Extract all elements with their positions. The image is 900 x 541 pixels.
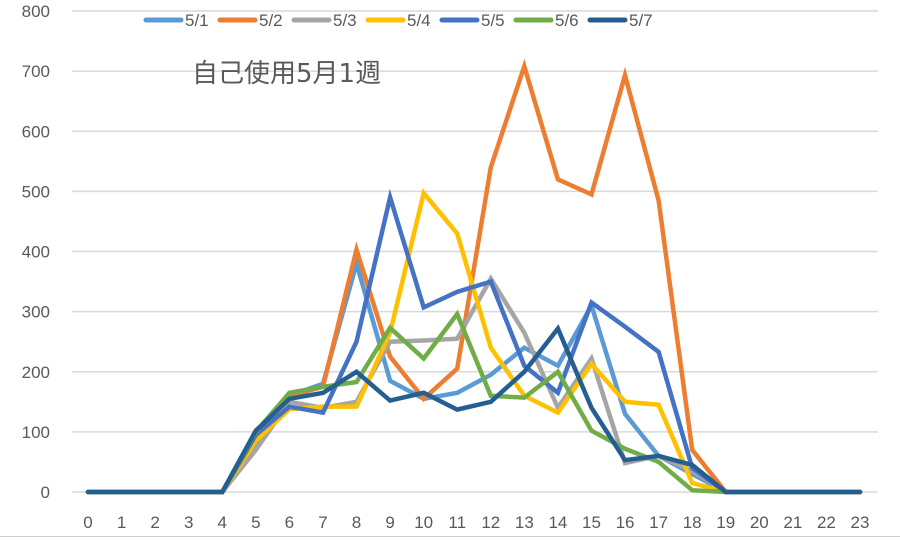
y-tick-label: 100 (22, 423, 50, 442)
data-series (85, 58, 863, 495)
x-tick-label: 18 (683, 513, 702, 532)
y-tick-label: 300 (22, 303, 50, 322)
x-tick-label: 13 (515, 513, 534, 532)
x-tick-label: 0 (83, 513, 92, 532)
x-tick-label: 9 (385, 513, 394, 532)
legend-label: 5/1 (185, 11, 209, 30)
legend-label: 5/4 (407, 11, 431, 30)
x-axis-ticks: 0 1 2 3 4 5 6 7 8 9 10 11 12 13 14 15 16 17 18 19 20 21 22 23 (83, 513, 869, 532)
y-tick-label: 700 (22, 62, 50, 81)
x-tick-label: 3 (184, 513, 193, 532)
x-tick-label: 10 (414, 513, 433, 532)
series-line-5-4 (85, 188, 863, 495)
x-tick-label: 11 (448, 513, 466, 532)
series-line-5-7 (85, 324, 863, 495)
legend-label: 5/5 (481, 11, 505, 30)
y-tick-label: 400 (22, 243, 50, 262)
y-tick-label: 0 (41, 483, 50, 502)
legend-label: 5/7 (629, 11, 653, 30)
x-tick-label: 1 (117, 513, 126, 532)
x-tick-label: 14 (548, 513, 567, 532)
series-line-5-5 (85, 188, 863, 495)
x-tick-label: 16 (616, 513, 635, 532)
x-tick-label: 20 (750, 513, 769, 532)
legend-label: 5/6 (555, 11, 579, 30)
y-tick-label: 600 (22, 122, 50, 141)
x-tick-label: 8 (352, 513, 361, 532)
spreadsheet-row-border (0, 536, 900, 541)
y-tick-label: 500 (22, 182, 50, 201)
chart-title: 自己使用5月1週 (192, 59, 381, 89)
x-tick-label: 23 (851, 513, 870, 532)
x-tick-label: 2 (150, 513, 159, 532)
legend-label: 5/3 (333, 11, 357, 30)
x-tick-label: 5 (251, 513, 260, 532)
x-tick-label: 12 (481, 513, 500, 532)
legend: 5/1 5/2 5/3 5/4 5/5 5/6 5/7 (143, 11, 653, 30)
legend-label: 5/2 (259, 11, 283, 30)
x-tick-label: 15 (582, 513, 601, 532)
x-tick-label: 22 (817, 513, 836, 532)
series-line-5-6 (85, 309, 863, 495)
series-line-5-2 (85, 58, 863, 495)
x-tick-label: 4 (218, 513, 227, 532)
x-tick-label: 17 (649, 513, 668, 532)
x-tick-label: 19 (716, 513, 735, 532)
y-axis-ticks: 0 100 200 300 400 500 600 700 800 (22, 2, 50, 502)
x-tick-label: 6 (285, 513, 294, 532)
y-tick-label: 800 (22, 2, 50, 21)
x-tick-label: 7 (318, 513, 327, 532)
y-tick-label: 200 (22, 363, 50, 382)
x-tick-label: 21 (783, 513, 802, 532)
